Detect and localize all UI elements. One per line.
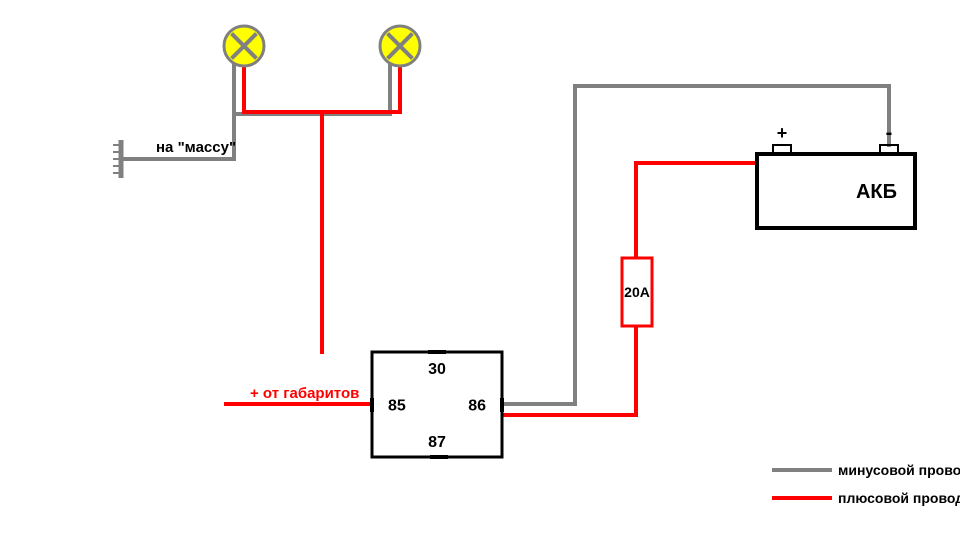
from-markers-label: + от габаритов	[250, 385, 359, 402]
relay-label-30: 30	[428, 361, 446, 378]
minus-wire	[502, 86, 889, 404]
fuse-label: 20A	[624, 284, 650, 300]
legend-minus-label: минусовой провод	[838, 462, 960, 478]
battery-label: АКБ	[856, 181, 897, 203]
relay-label-86: 86	[468, 398, 486, 415]
battery-plus-sign: +	[777, 123, 788, 143]
wiring-diagram: 30 85 86 87 20A + - АКБ на "массу" + от габаритов…	[0, 0, 960, 540]
minus-wire	[234, 66, 390, 114]
plus-wire	[244, 66, 400, 112]
ground-label: на "массу"	[156, 139, 236, 156]
battery-minus-sign: -	[886, 122, 893, 144]
relay-label-87: 87	[428, 434, 446, 451]
legend-plus-label: плюсовой провод	[838, 490, 960, 506]
relay-label-85: 85	[388, 398, 406, 415]
